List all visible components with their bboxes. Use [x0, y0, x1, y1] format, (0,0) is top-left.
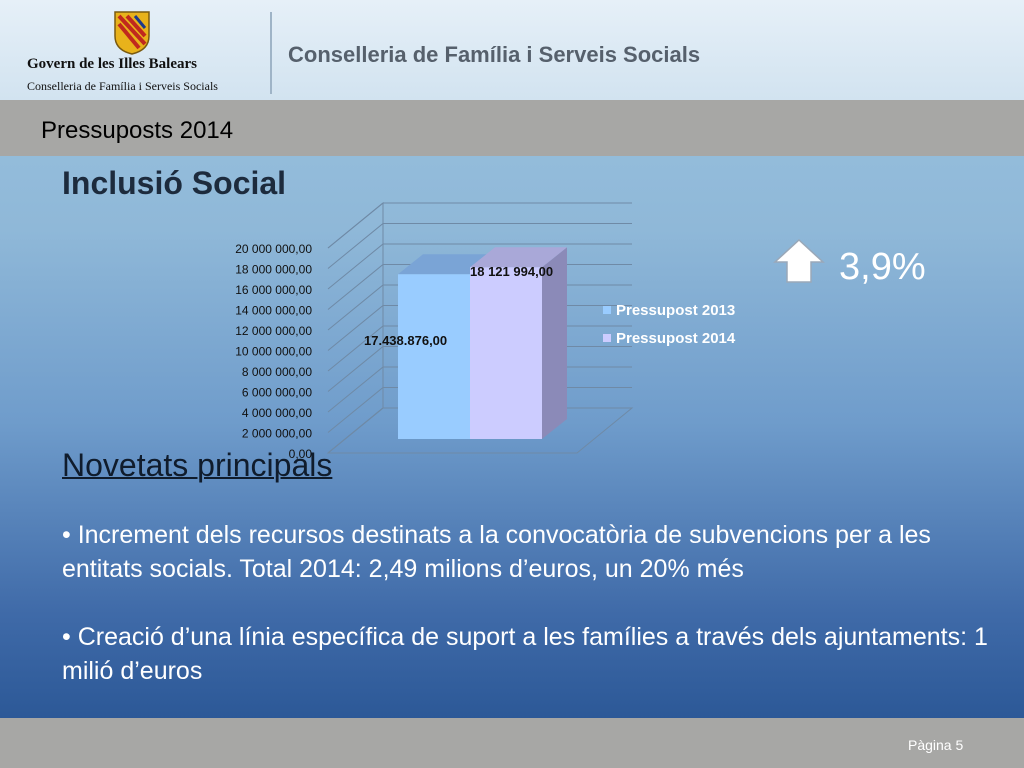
news-title: Novetats principals	[62, 447, 333, 483]
y-tick-label: 6 000 000,00	[242, 386, 312, 400]
y-tick-label: 16 000 000,00	[235, 283, 312, 297]
gridline-diagonal	[327, 407, 384, 454]
up-arrow-icon	[773, 238, 825, 283]
news-bullet: • Creació d’una línia específica de supo…	[62, 623, 988, 685]
org-name: Govern de les Illes Balears	[27, 56, 197, 72]
legend-item: Pressupost 2014	[616, 330, 736, 347]
gridline-diagonal	[327, 387, 384, 433]
gridline-diagonal	[327, 366, 384, 413]
y-tick-label: 18 000 000,00	[235, 263, 312, 277]
legend-swatch	[603, 334, 611, 342]
bar	[398, 274, 470, 439]
y-tick-label: 4 000 000,00	[242, 406, 312, 420]
legend-item: Pressupost 2013	[616, 302, 735, 319]
bar-top	[470, 247, 567, 268]
gridline-diagonal	[327, 202, 384, 249]
gridline-diagonal	[327, 223, 384, 269]
footer	[0, 718, 1024, 768]
bar-side	[542, 247, 567, 439]
y-tick-label: 8 000 000,00	[242, 365, 312, 379]
percent-change: 3,9%	[839, 246, 926, 288]
band-title: Pressuposts 2014	[41, 117, 234, 144]
y-tick-label: 2 000 000,00	[242, 427, 312, 441]
gridline-diagonal	[327, 305, 384, 351]
y-tick-label: 10 000 000,00	[235, 345, 312, 359]
y-tick-label: 14 000 000,00	[235, 304, 312, 318]
data-label: 18 121 994,00	[470, 264, 553, 279]
y-tick-label: 0,00	[289, 447, 313, 461]
news-bullet: • Increment dels recursos destinats a la…	[62, 521, 931, 583]
title-band	[0, 100, 1024, 156]
section-title: Inclusió Social	[62, 165, 287, 201]
header-divider	[270, 12, 272, 94]
gridline-diagonal	[327, 264, 384, 310]
gridline-diagonal	[327, 284, 384, 331]
page-number: Pàgina 5	[908, 737, 964, 753]
y-tick-label: 12 000 000,00	[235, 324, 312, 338]
data-label: 17.438.876,00	[364, 333, 447, 348]
y-tick-label: 20 000 000,00	[235, 242, 312, 256]
header-title: Conselleria de Família i Serveis Socials	[288, 42, 701, 67]
bar	[470, 267, 542, 439]
gridline-diagonal	[327, 243, 384, 290]
gridline-diagonal	[327, 346, 384, 392]
coat-of-arms-icon	[114, 11, 150, 55]
header	[0, 0, 1024, 100]
gridline-diagonal	[327, 325, 384, 372]
org-department: Conselleria de Família i Serveis Socials	[27, 79, 218, 93]
legend-swatch	[603, 306, 611, 314]
